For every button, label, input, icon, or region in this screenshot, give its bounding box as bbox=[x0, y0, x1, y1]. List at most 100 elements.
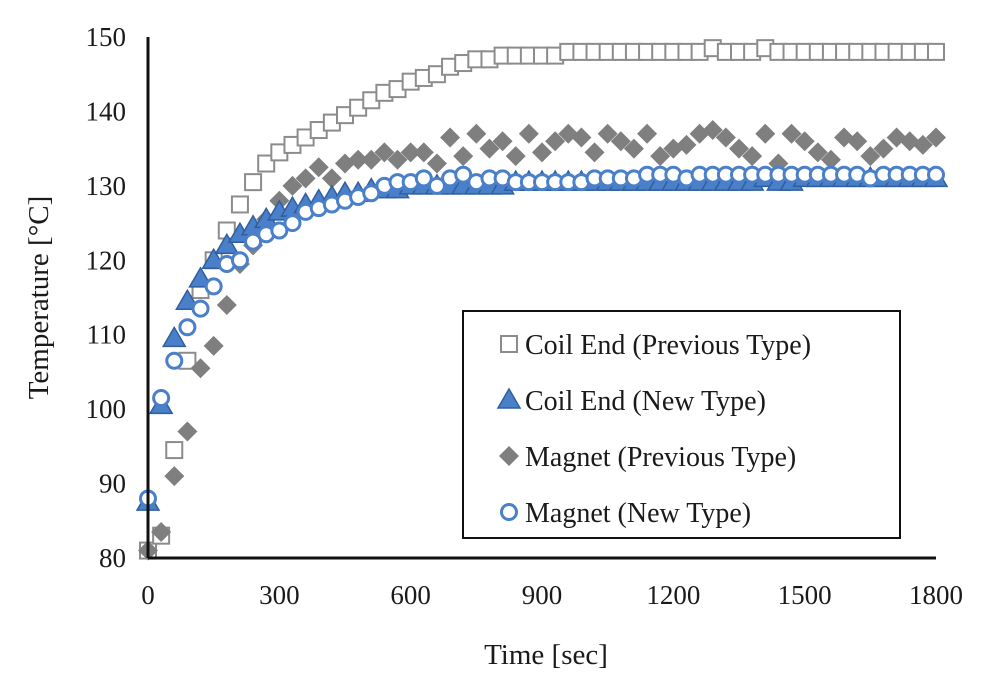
data-point bbox=[623, 138, 644, 159]
data-point bbox=[152, 388, 171, 407]
legend-marker bbox=[496, 387, 522, 409]
data-point bbox=[244, 232, 263, 251]
chart-marks bbox=[135, 39, 949, 561]
data-point bbox=[283, 214, 302, 233]
data-point bbox=[151, 521, 172, 542]
data-point bbox=[479, 138, 500, 159]
data-point bbox=[927, 165, 945, 184]
data-point bbox=[348, 149, 369, 170]
legend: Coil End (Previous Type) Coil End (New Ty… bbox=[462, 310, 901, 539]
y-axis-title: Temperature [°C] bbox=[23, 196, 55, 400]
data-point bbox=[177, 421, 198, 442]
data-point bbox=[702, 120, 723, 141]
x-tick-label: 300 bbox=[259, 580, 300, 610]
legend-entry: Coil End (Previous Type) bbox=[500, 330, 811, 361]
data-point bbox=[492, 131, 513, 152]
series-4 bbox=[139, 165, 945, 508]
data-point bbox=[414, 169, 433, 188]
legend-marker bbox=[500, 503, 518, 521]
y-tick-label: 110 bbox=[87, 320, 127, 350]
data-point bbox=[466, 123, 487, 144]
data-point bbox=[545, 131, 566, 152]
data-point bbox=[742, 146, 763, 167]
data-point bbox=[440, 127, 461, 148]
data-point bbox=[729, 138, 749, 159]
data-point bbox=[257, 154, 276, 173]
legend-entry: Coil End (New Type) bbox=[496, 386, 766, 417]
x-tick-label: 0 bbox=[141, 580, 155, 610]
chart-axes bbox=[146, 37, 936, 560]
x-tick-label: 600 bbox=[390, 580, 431, 610]
data-point bbox=[216, 294, 237, 315]
data-point bbox=[214, 232, 240, 255]
data-point bbox=[820, 149, 841, 170]
y-tick-label: 100 bbox=[86, 394, 127, 424]
x-tick-label: 1200 bbox=[646, 580, 700, 610]
data-point bbox=[178, 318, 197, 337]
data-point bbox=[190, 358, 211, 379]
data-point bbox=[676, 134, 697, 155]
data-point bbox=[781, 123, 802, 144]
data-point bbox=[165, 351, 184, 370]
legend-label: Magnet (Previous Type) bbox=[525, 442, 796, 473]
data-point bbox=[847, 131, 868, 152]
data-point bbox=[387, 149, 408, 170]
legend-entry: Magnet (Previous Type) bbox=[499, 442, 796, 473]
data-point bbox=[230, 251, 249, 270]
data-point bbox=[794, 131, 815, 152]
data-point bbox=[755, 123, 776, 144]
data-point bbox=[191, 299, 210, 318]
y-tick-label: 90 bbox=[99, 469, 126, 499]
data-point bbox=[597, 123, 618, 144]
data-point bbox=[361, 149, 382, 170]
legend-label: Coil End (New Type) bbox=[525, 386, 766, 417]
data-point bbox=[926, 127, 946, 148]
data-point bbox=[362, 184, 381, 203]
data-point bbox=[610, 131, 631, 152]
data-point bbox=[912, 134, 933, 155]
data-point bbox=[164, 466, 185, 487]
y-tick-label: 80 bbox=[99, 543, 126, 573]
data-point bbox=[650, 146, 671, 167]
data-point bbox=[321, 168, 342, 189]
legend-entry: Magnet (New Type) bbox=[500, 498, 751, 529]
x-axis-title: Time [sec] bbox=[484, 639, 608, 671]
data-point bbox=[244, 173, 263, 192]
x-tick-label: 1500 bbox=[778, 580, 832, 610]
data-point bbox=[637, 123, 658, 144]
data-point bbox=[308, 157, 329, 178]
data-point bbox=[426, 153, 447, 174]
y-tick-label: 150 bbox=[86, 22, 127, 52]
legend-marker bbox=[499, 446, 519, 466]
data-point bbox=[571, 127, 592, 148]
legend-marker bbox=[500, 335, 518, 353]
data-point bbox=[282, 175, 303, 196]
legend-box bbox=[462, 310, 901, 539]
data-point bbox=[860, 146, 881, 167]
data-point bbox=[203, 335, 224, 356]
x-tick-label: 900 bbox=[522, 580, 563, 610]
data-point bbox=[505, 146, 526, 167]
y-tick-label: 140 bbox=[86, 96, 127, 126]
legend-label: Magnet (New Type) bbox=[525, 498, 751, 529]
y-tick-label: 130 bbox=[86, 171, 127, 201]
y-tick-label: 120 bbox=[86, 245, 127, 275]
data-point bbox=[295, 168, 316, 189]
data-point bbox=[230, 195, 249, 214]
data-point bbox=[165, 441, 184, 460]
x-tick-label: 1800 bbox=[909, 580, 963, 610]
data-point bbox=[518, 123, 539, 144]
data-point bbox=[927, 42, 945, 61]
data-point bbox=[161, 325, 187, 348]
data-point bbox=[204, 277, 223, 296]
legend-label: Coil End (Previous Type) bbox=[525, 330, 811, 361]
data-point bbox=[374, 142, 395, 163]
data-point bbox=[454, 165, 473, 184]
data-point bbox=[413, 142, 434, 163]
data-point bbox=[453, 146, 474, 167]
data-point bbox=[584, 142, 605, 163]
data-point bbox=[873, 138, 894, 159]
